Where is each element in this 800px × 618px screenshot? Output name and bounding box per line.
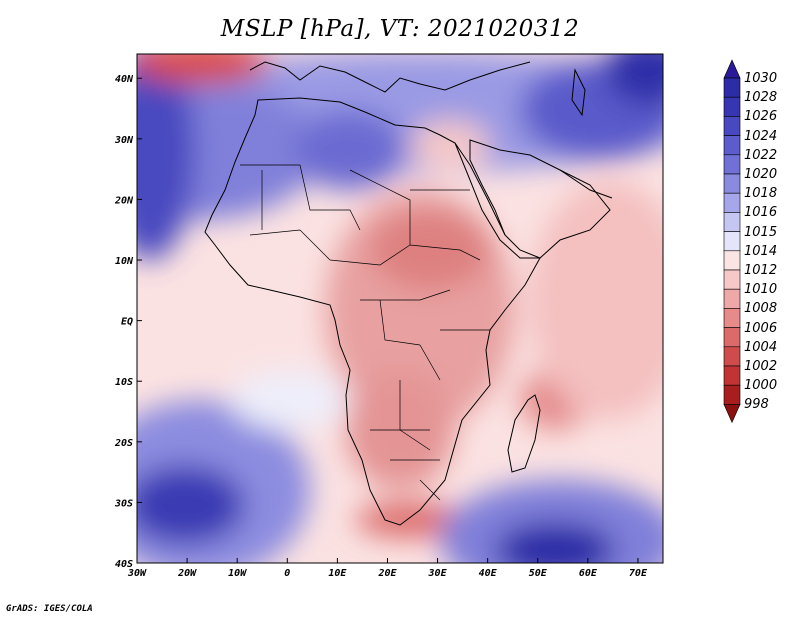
colorbar xyxy=(723,59,741,424)
colorbar-level-label: 1024 xyxy=(744,128,778,144)
lon-tick-label: 70E xyxy=(629,568,648,579)
colorbar-bin xyxy=(723,135,741,156)
colorbar-level-label: 1004 xyxy=(744,339,778,355)
lat-tick-label: 10N xyxy=(115,256,134,267)
colorbar-bin xyxy=(723,212,741,232)
colorbar-bin xyxy=(723,269,741,290)
lon-tick-label: 60E xyxy=(579,568,598,579)
colorbar-level-label: 1026 xyxy=(744,109,778,125)
cape-low xyxy=(355,502,465,538)
colorbar-level-label: 1018 xyxy=(744,186,778,202)
atlantic-1015-band xyxy=(230,370,350,430)
lon-tick-label: 20E xyxy=(377,568,397,579)
persian-gulf xyxy=(559,169,613,199)
africa-coastline xyxy=(204,97,541,526)
east-africa-low xyxy=(370,210,490,290)
lat-tick-label: 20S xyxy=(114,438,133,449)
lat-tick-label: 30N xyxy=(114,135,134,146)
lon-tick-label: 40E xyxy=(479,568,498,579)
colorbar-top-arrow xyxy=(723,59,741,79)
caspian-sea xyxy=(571,68,586,117)
colorbar-level-label: 1012 xyxy=(744,263,778,278)
coastlines xyxy=(204,61,613,526)
colorbar-bin xyxy=(723,173,741,194)
north-atlantic-high xyxy=(137,54,195,260)
colorbar-level-label: 998 xyxy=(744,397,769,413)
map-title: MSLP [hPa], VT: 2021020312 xyxy=(220,16,580,42)
colorbar-bin xyxy=(723,116,741,136)
latitude-axis: 40N 30N 20N 10N EQ 10S 20S 30S 40S xyxy=(114,74,142,570)
colorbar-level-label: 1016 xyxy=(744,205,778,221)
plot-frame xyxy=(136,53,664,564)
colorbar-bin xyxy=(723,346,741,367)
colorbar-level-label: 1010 xyxy=(744,282,778,298)
lat-tick-label: EQ xyxy=(121,317,133,328)
lon-tick-label: 0 xyxy=(284,568,290,579)
colorbar-level-label: 1030 xyxy=(744,71,778,86)
south-atlantic-high xyxy=(137,465,245,545)
colorbar-bin xyxy=(723,308,741,328)
colorbar-level-label: 1014 xyxy=(744,243,778,259)
lat-tick-label: 40N xyxy=(115,74,134,85)
colorbar-bin xyxy=(723,250,741,271)
colorbar-bin xyxy=(723,96,741,117)
colorbar-level-label: 1015 xyxy=(744,224,778,240)
madagascar-coastline xyxy=(507,394,541,473)
lon-tick-label: 10E xyxy=(328,568,347,579)
lat-tick-label: 40S xyxy=(115,559,133,570)
red-sea xyxy=(454,142,506,236)
iberia-low xyxy=(137,54,270,84)
arabia-coastline xyxy=(469,139,611,259)
colorbar-level-label: 1028 xyxy=(744,90,778,106)
lon-tick-label: 20W xyxy=(177,568,197,579)
colorbar-bin xyxy=(723,77,741,98)
colorbar-level-label: 1002 xyxy=(744,359,778,374)
colorbar-bin xyxy=(723,365,741,386)
lat-tick-label: 10S xyxy=(115,377,133,388)
colorbar-level-label: 1008 xyxy=(744,301,778,317)
lon-tick-label: 50E xyxy=(529,568,548,579)
border-lines xyxy=(240,164,490,501)
colorbar-bottom-arrow xyxy=(723,404,741,424)
colorbar-level-label: 1020 xyxy=(744,167,778,182)
southern-indian-high xyxy=(495,522,615,563)
colorbar-bin xyxy=(723,288,741,309)
central-asia-high xyxy=(605,54,663,105)
colorbar-bin xyxy=(723,192,741,213)
pressure-field xyxy=(137,54,663,563)
colorbar-bin xyxy=(723,231,741,252)
colorbar-bin xyxy=(723,327,741,348)
colorbar-level-label: 1000 xyxy=(744,378,778,394)
sahara-ridge xyxy=(295,110,405,190)
lon-tick-label: 30E xyxy=(428,568,448,579)
lon-tick-label: 30W xyxy=(127,568,147,579)
colorbar-bin xyxy=(723,384,741,405)
country-borders xyxy=(240,164,490,501)
lat-tick-label: 30S xyxy=(114,498,133,509)
colorbar-bin xyxy=(723,154,741,175)
longitude-axis: 30W 20W 10W 0 10E 20E 30E 40E 50E 60E 70E xyxy=(127,558,648,579)
lon-tick-label: 10W xyxy=(228,568,247,579)
indian-ocean-low xyxy=(530,180,663,420)
software-credit: GrADS: IGES/COLA xyxy=(6,604,93,614)
colorbar-level-label: 1022 xyxy=(744,147,778,163)
europe-coastline xyxy=(249,61,531,93)
lat-tick-label: 20N xyxy=(114,195,134,206)
colorbar-level-label: 1006 xyxy=(744,320,778,336)
